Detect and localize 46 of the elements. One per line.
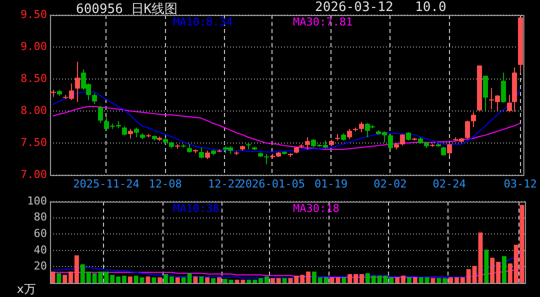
bar: [158, 277, 162, 283]
bar: [146, 276, 150, 283]
chart-title: 600956 日K线图: [76, 1, 178, 17]
y-axis-title: x万: [16, 282, 36, 296]
bar: [56, 273, 62, 283]
text: MA10:38: [173, 202, 220, 215]
bar: [193, 276, 198, 283]
bar: [430, 278, 436, 283]
x-tick-label: 02-02: [374, 177, 407, 190]
x-tick-label: 2025-11-24: [73, 177, 140, 190]
y-tick-label: 8.50: [20, 72, 47, 85]
text: MA10:8.34: [173, 15, 233, 28]
y-tick-label: 7.50: [20, 136, 47, 149]
y-tick-label: 100: [27, 194, 47, 208]
bar: [128, 276, 132, 283]
y-tick-label: 60: [34, 227, 47, 240]
y-tick-label: 20: [34, 260, 47, 273]
y-tick-label: 9.00: [20, 40, 47, 53]
annotation: 2026-03-12: [315, 0, 394, 15]
bar: [152, 277, 156, 283]
y-tick-label: 80: [34, 210, 47, 224]
bar: [406, 277, 412, 283]
y-tick-label: 7.00: [20, 168, 47, 181]
x-tick-label: 03-12: [504, 177, 537, 190]
bar: [199, 276, 204, 283]
x-tick-label: 2026-01-05: [238, 177, 305, 190]
bar: [50, 272, 56, 283]
x-tick-label: 12-08: [148, 177, 182, 190]
y-tick-label: 9.50: [20, 8, 47, 21]
bar: [175, 277, 180, 283]
bar: [205, 277, 210, 283]
x-tick-label: 01-19: [314, 177, 348, 190]
y-tick-label: 40: [34, 243, 47, 256]
annotation: 10.0: [415, 0, 446, 15]
y-tick-label: 8.00: [20, 104, 47, 117]
x-tick-label: 12-22: [208, 177, 242, 190]
bar: [412, 277, 418, 283]
bar: [484, 250, 489, 283]
bar: [342, 277, 346, 283]
bar: [216, 277, 222, 283]
text: MA30:18: [293, 202, 340, 215]
text: MA30:7.81: [293, 15, 353, 28]
bar: [211, 278, 216, 283]
bar: [502, 256, 506, 283]
x-tick-label: 02-24: [432, 177, 466, 190]
bar: [282, 278, 287, 283]
